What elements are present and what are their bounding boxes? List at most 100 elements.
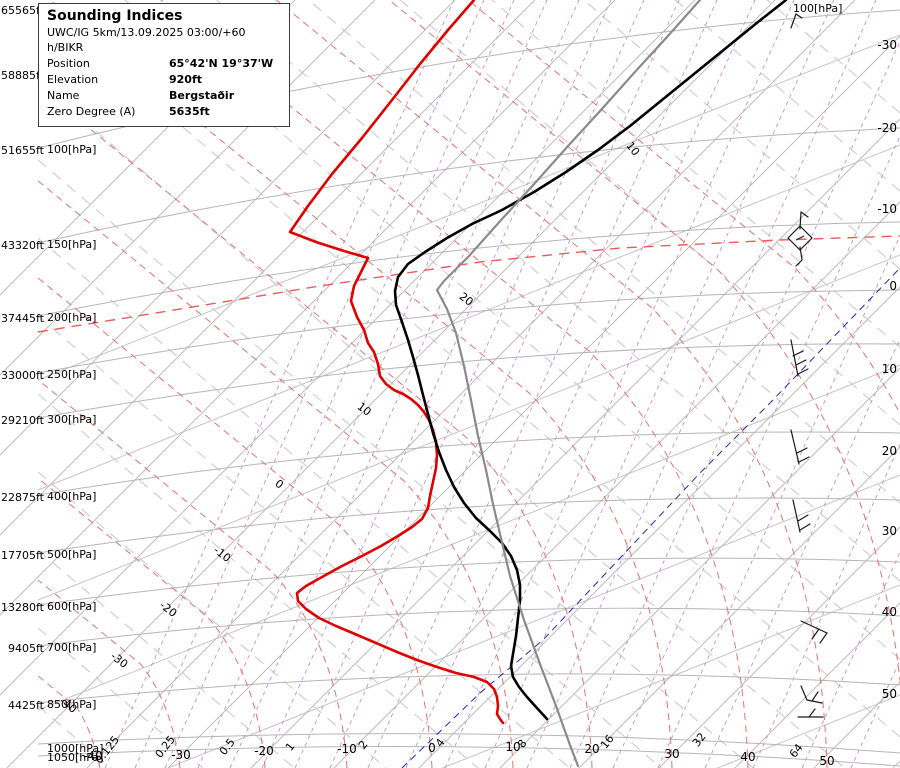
mixing-ratio-label: 16	[598, 732, 617, 751]
isobar-line	[37, 607, 900, 647]
isotherm-line	[418, 286, 900, 768]
wind-barb	[795, 13, 803, 19]
moist-adiabat-line	[37, 180, 514, 768]
mixing-ratio-line	[329, 0, 680, 768]
temperature-axis-label-right: 50	[882, 687, 897, 701]
sounding-indices-panel: Sounding Indices UWC/IG 5km/13.09.2025 0…	[38, 3, 290, 127]
wind-barb	[800, 211, 809, 218]
adiabat-label: 20	[457, 290, 476, 309]
isotherm-line	[86, 0, 856, 768]
dry-adiabat-line	[37, 471, 387, 768]
temperature-curve	[393, 0, 788, 721]
temperature-axis-label-bottom: 30	[664, 747, 679, 761]
isotherm-line	[6, 0, 776, 768]
info-label: Name	[47, 89, 80, 102]
altitude-axis-label: 43320ft	[1, 239, 45, 252]
info-label: Position	[47, 57, 90, 70]
wind-barb	[800, 620, 828, 634]
altitude-axis-label: 65565ft	[1, 4, 45, 17]
adiabat-label: -10	[211, 544, 233, 565]
temperature-axis-label-right: -20	[877, 121, 897, 135]
altitude-axis-label: 33000ft	[1, 369, 45, 382]
isotherm-line	[734, 602, 900, 768]
wind-barb	[800, 685, 808, 701]
altitude-axis-label: 22875ft	[1, 491, 45, 504]
pressure-axis-label: 150[hPa]	[47, 238, 96, 251]
mixing-ratio-line	[444, 0, 795, 768]
adiabat-label: 10	[355, 400, 374, 419]
moist-adiabat-line	[37, 579, 181, 768]
tropopause-marker-tick	[795, 235, 805, 241]
pressure-axis-label: 200[hPa]	[47, 311, 96, 324]
info-value: Bergstaðir	[169, 89, 235, 102]
isotherm-line	[0, 0, 696, 696]
pressure-axis-label: 850[hPa]	[47, 698, 96, 711]
shallow-grid-line	[37, 144, 900, 491]
temperature-axis-label-bottom: -30	[171, 748, 191, 762]
isobar-line	[37, 431, 900, 496]
shallow-grid-line	[166, 474, 900, 768]
mixing-ratio-label: 64	[787, 741, 806, 760]
adiabat-label: -30	[108, 650, 130, 671]
pressure-axis-label: 500[hPa]	[47, 548, 96, 561]
pressure-axis-label: 600[hPa]	[47, 600, 96, 613]
temperature-axis-label-bottom: 0	[428, 741, 436, 755]
temperature-axis-label-right: 30	[882, 524, 897, 538]
moist-adiabat-line	[467, 0, 900, 415]
wind-barb	[792, 350, 804, 357]
info-row-position: Position 65°42'N 19°37'W	[47, 56, 281, 72]
wind-barb	[790, 339, 799, 377]
isotherm-line	[167, 35, 900, 768]
mixing-ratio-label: 32	[690, 730, 709, 749]
isobar-line	[37, 127, 900, 244]
wind-barb	[797, 514, 809, 522]
isotherm-line	[892, 760, 900, 768]
temperature-axis-label-right: -10	[877, 202, 897, 216]
temperature-axis-label-right: 20	[882, 444, 897, 458]
temperature-axis-label-right: 40	[882, 605, 897, 619]
temperature-axis-label-bottom: -10	[337, 742, 357, 756]
dry-adiabat-line	[37, 81, 846, 768]
isotherm-line	[0, 0, 616, 616]
temperature-axis-label-bottom: 20	[584, 742, 599, 756]
info-value: 920ft	[169, 73, 203, 86]
altitude-axis-label: 13280ft	[1, 601, 45, 614]
tropopause-line	[37, 235, 900, 333]
temperature-axis-label-bottom: -20	[254, 744, 274, 758]
shallow-grid-line	[37, 34, 900, 381]
wind-barb	[792, 499, 801, 533]
isobar-line	[37, 673, 900, 704]
isobar-line	[37, 733, 900, 754]
wind-barb	[799, 211, 802, 230]
isobar-line	[37, 343, 900, 419]
pressure-axis-label: 400[hPa]	[47, 490, 96, 503]
temperature-axis-label-right: 10	[882, 362, 897, 376]
isobar-line	[37, 221, 900, 317]
dry-adiabat-line	[37, 315, 571, 768]
pressure-axis-label: 700[hPa]	[47, 641, 96, 654]
wind-barb	[811, 628, 820, 640]
moist-adiabat-line	[37, 477, 266, 768]
temperature-axis-label-bottom: 50	[819, 754, 834, 768]
isotherm-line	[578, 446, 900, 768]
info-row-name: Name Bergstaðir	[47, 88, 281, 104]
mixing-ratio-label: 1	[283, 740, 298, 754]
wind-barb	[795, 259, 803, 267]
mixing-ratio-line	[294, 0, 645, 768]
temperature-axis-label-bottom: 10	[505, 740, 520, 754]
info-row-elevation: Elevation 920ft	[47, 72, 281, 88]
pressure-axis-label: 1050[hPa]	[47, 751, 103, 764]
info-label: Zero Degree (A)	[47, 105, 136, 118]
isobar-line	[37, 497, 900, 554]
wind-barb	[799, 246, 803, 261]
altitude-axis-label: 4425ft	[8, 699, 45, 712]
altitude-axis-label: 58885ft	[1, 69, 45, 82]
parcel-curve	[435, 0, 702, 768]
adiabat-label: 0	[272, 477, 286, 492]
info-value: 5635ft	[169, 105, 210, 118]
mixing-ratio-line	[261, 0, 612, 768]
isobar-line	[37, 557, 900, 606]
wind-barb	[799, 523, 811, 531]
freezing-level-line	[401, 267, 900, 768]
